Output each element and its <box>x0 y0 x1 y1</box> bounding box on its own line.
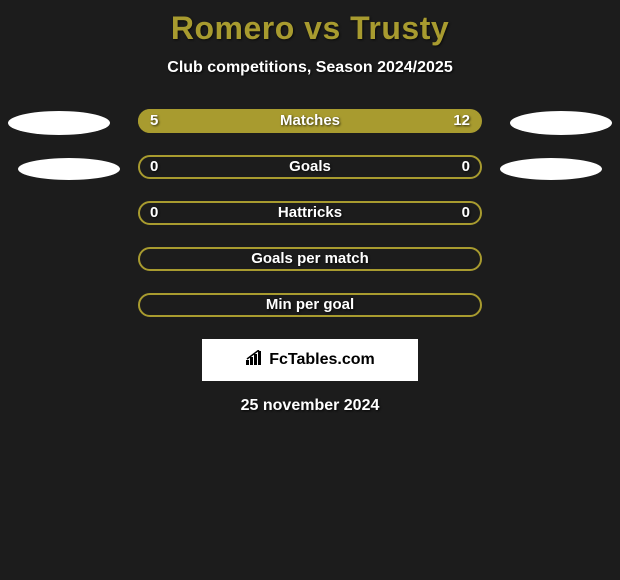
logo-text: FcTables.com <box>269 351 375 369</box>
stat-row: Matches512 <box>0 109 620 137</box>
bar-outline <box>138 293 482 317</box>
chart-icon <box>245 350 265 371</box>
page-title: Romero vs Trusty <box>0 0 620 47</box>
player-ellipse-left <box>18 158 120 180</box>
stat-row: Hattricks00 <box>0 201 620 229</box>
logo-box: FcTables.com <box>202 339 418 381</box>
bar-outline <box>138 247 482 271</box>
subtitle: Club competitions, Season 2024/2025 <box>0 59 620 77</box>
bar-track <box>138 109 482 133</box>
bar-outline <box>138 155 482 179</box>
player-ellipse-right <box>500 158 602 180</box>
stat-row: Goals per match <box>0 247 620 275</box>
date-label: 25 november 2024 <box>0 397 620 415</box>
bar-outline <box>138 201 482 225</box>
bar-fill-left <box>138 109 227 133</box>
stat-row: Min per goal <box>0 293 620 321</box>
comparison-chart: Matches512 Goals00 Hattricks00 Goals per ma… <box>0 109 620 321</box>
player-ellipse-left <box>8 111 110 135</box>
player-ellipse-right <box>510 111 612 135</box>
stat-row: Goals00 <box>0 155 620 183</box>
